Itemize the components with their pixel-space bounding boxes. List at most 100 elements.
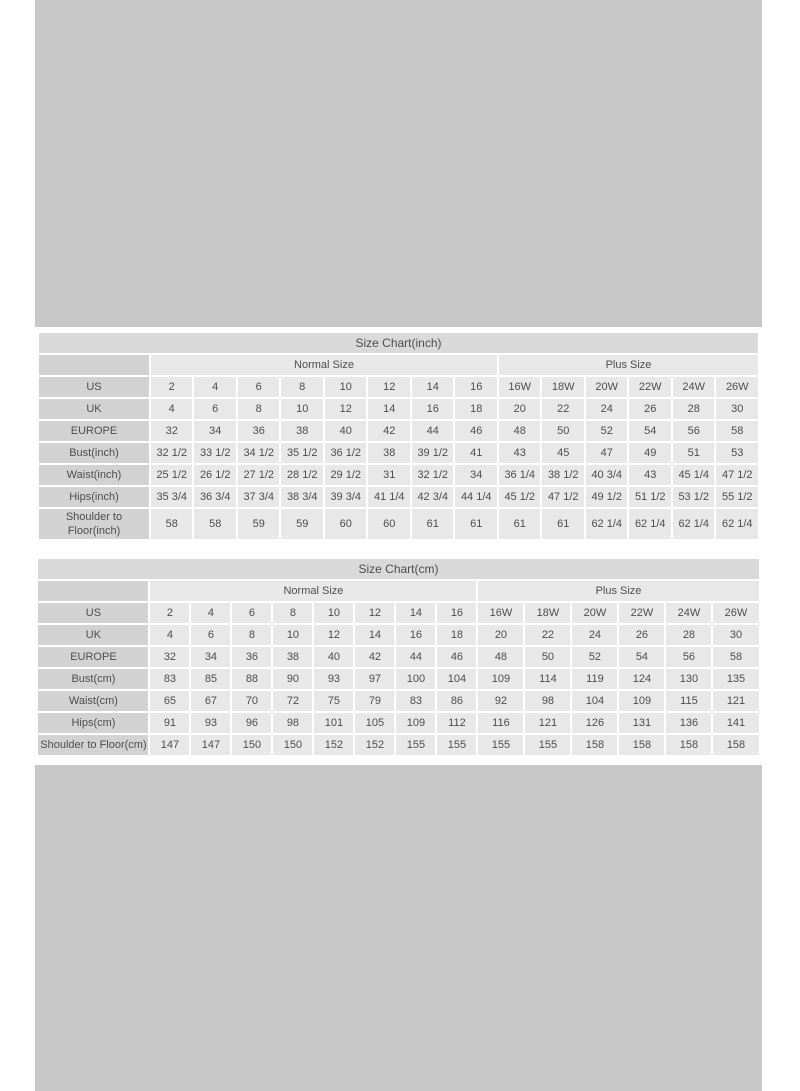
size-value-cell: 30: [713, 625, 759, 645]
size-value-cell: 75: [314, 691, 354, 711]
size-value-cell: 62 1/4: [629, 509, 671, 539]
size-value-cell: 59: [281, 509, 323, 539]
size-value-cell: 97: [355, 669, 395, 689]
size-value-cell: 44: [396, 647, 436, 667]
size-value-cell: 40: [324, 421, 367, 441]
size-value-cell: 54: [619, 647, 665, 667]
size-value-cell: 16W: [498, 377, 541, 397]
table-title-row: Size Chart(inch): [38, 333, 759, 353]
size-value-cell: 34: [455, 465, 497, 485]
size-value-cell: 16: [455, 377, 497, 397]
table-title: Size Chart(cm): [38, 559, 759, 579]
size-value-cell: 109: [478, 669, 524, 689]
size-value-cell: 38: [368, 443, 410, 463]
row-label: Waist(inch): [38, 465, 149, 485]
size-value-cell: 88: [232, 669, 272, 689]
size-value-cell: 39 1/2: [411, 443, 454, 463]
size-value-cell: 62 1/4: [585, 509, 628, 539]
size-value-cell: 119: [572, 669, 618, 689]
size-value-cell: 41: [455, 443, 497, 463]
row-label: Bust(inch): [38, 443, 149, 463]
size-value-cell: 38: [273, 647, 313, 667]
size-value-cell: 51: [672, 443, 715, 463]
size-value-cell: 36 1/4: [498, 465, 541, 485]
size-value-cell: 46: [437, 647, 477, 667]
size-value-cell: 49: [629, 443, 671, 463]
size-value-cell: 32: [150, 647, 190, 667]
size-value-cell: 112: [437, 713, 477, 733]
size-value-cell: 25 1/2: [150, 465, 193, 485]
size-value-cell: 34: [194, 421, 236, 441]
size-value-cell: 136: [666, 713, 712, 733]
size-value-cell: 115: [666, 691, 712, 711]
size-value-cell: 114: [525, 669, 571, 689]
table-title: Size Chart(inch): [38, 333, 759, 353]
size-value-cell: 18: [455, 399, 497, 419]
size-chart-inch-table: Size Chart(inch) Normal Size Plus Size U…: [37, 331, 760, 541]
size-value-cell: 16W: [478, 603, 524, 623]
size-row: US 2 4 6 8 10 12 14 16 16W 18W 20W 22W 24W 26W: [38, 603, 759, 623]
size-value-cell: 62 1/4: [716, 509, 759, 539]
size-value-cell: 32 1/2: [411, 465, 454, 485]
size-value-cell: 47 1/2: [716, 465, 759, 485]
size-value-cell: 12: [368, 377, 410, 397]
size-value-cell: 8: [281, 377, 323, 397]
size-value-cell: 14: [396, 603, 436, 623]
size-value-cell: 92: [478, 691, 524, 711]
size-value-cell: 58: [150, 509, 193, 539]
size-value-cell: 6: [232, 603, 272, 623]
size-value-cell: 6: [191, 625, 231, 645]
size-value-cell: 38 3/4: [281, 487, 323, 507]
size-value-cell: 26 1/2: [194, 465, 236, 485]
size-value-cell: 124: [619, 669, 665, 689]
size-value-cell: 42: [355, 647, 395, 667]
size-value-cell: 30: [716, 399, 759, 419]
size-value-cell: 24W: [672, 377, 715, 397]
size-value-cell: 96: [232, 713, 272, 733]
size-value-cell: 147: [191, 735, 231, 755]
size-value-cell: 16: [411, 399, 454, 419]
size-value-cell: 31: [368, 465, 410, 485]
size-value-cell: 2: [150, 603, 190, 623]
size-value-cell: 10: [273, 625, 313, 645]
size-row: EUROPE 32 34 36 38 40 42 44 46 48 50 52 54 56 58: [38, 647, 759, 667]
size-value-cell: 104: [437, 669, 477, 689]
size-value-cell: 155: [396, 735, 436, 755]
size-value-cell: 12: [355, 603, 395, 623]
size-value-cell: 6: [237, 377, 280, 397]
size-value-cell: 12: [314, 625, 354, 645]
size-value-cell: 45 1/2: [498, 487, 541, 507]
size-row: US 2 4 6 8 10 12 14 16 16W 18W 20W 22W 24W 26W: [38, 377, 759, 397]
size-value-cell: 40 3/4: [585, 465, 628, 485]
size-value-cell: 38 1/2: [542, 465, 584, 485]
size-value-cell: 38: [281, 421, 323, 441]
normal-size-header: Normal Size: [150, 581, 477, 601]
size-value-cell: 58: [713, 647, 759, 667]
size-value-cell: 50: [525, 647, 571, 667]
size-value-cell: 60: [368, 509, 410, 539]
size-value-cell: 40: [314, 647, 354, 667]
size-value-cell: 53 1/2: [672, 487, 715, 507]
size-value-cell: 48: [478, 647, 524, 667]
row-label: Bust(cm): [38, 669, 149, 689]
size-value-cell: 93: [191, 713, 231, 733]
size-value-cell: 121: [525, 713, 571, 733]
size-value-cell: 46: [455, 421, 497, 441]
size-value-cell: 93: [314, 669, 354, 689]
size-value-cell: 18: [437, 625, 477, 645]
size-value-cell: 2: [150, 377, 193, 397]
size-value-cell: 45 1/4: [672, 465, 715, 485]
size-value-cell: 35 1/2: [281, 443, 323, 463]
normal-size-header: Normal Size: [150, 355, 497, 375]
size-value-cell: 29 1/2: [324, 465, 367, 485]
size-value-cell: 56: [666, 647, 712, 667]
size-value-cell: 36 3/4: [194, 487, 236, 507]
size-row: EUROPE 32 34 36 38 40 42 44 46 48 50 52 54 56 58: [38, 421, 759, 441]
size-value-cell: 42: [368, 421, 410, 441]
size-value-cell: 32: [150, 421, 193, 441]
size-value-cell: 22W: [629, 377, 671, 397]
size-value-cell: 45: [542, 443, 584, 463]
size-row: Hips(cm) 91 93 96 98 101 105 109 112 116 121 126 131…: [38, 713, 759, 733]
plus-size-header: Plus Size: [498, 355, 759, 375]
row-label: Hips(cm): [38, 713, 149, 733]
